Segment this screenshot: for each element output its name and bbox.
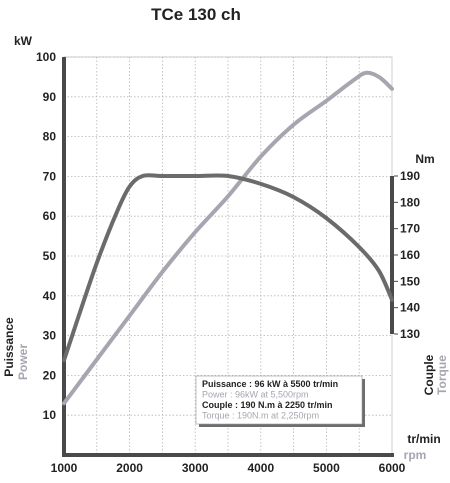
y-tick-label: 30 <box>43 329 57 343</box>
x-tick-label: 6000 <box>379 461 406 475</box>
y2-tick-label: 140 <box>400 301 420 315</box>
left-axis-bar <box>62 57 66 455</box>
x-tick-label: 1000 <box>51 461 78 475</box>
y2-tick-label: 130 <box>400 327 420 341</box>
power-curve <box>62 70 394 406</box>
y2-tick-label: 180 <box>400 195 420 209</box>
legend-line: Couple : 190 N.m à 2250 tr/min <box>202 400 333 410</box>
x-axis-unit-alt: rpm <box>404 448 427 462</box>
x-tick-label: 2000 <box>116 461 143 475</box>
y2-tick-label: 190 <box>400 169 420 183</box>
plot-area: 10 20 30 40 50 60 70 80 90 100 130 140 150 160 170 180 1… <box>36 50 420 475</box>
y2-tick-label: 160 <box>400 248 420 262</box>
y-tick-label: 70 <box>43 169 57 183</box>
y2-tick-label: 170 <box>400 222 420 236</box>
right-axis-label-alt: Torque <box>435 355 449 395</box>
y-tick-label: 60 <box>43 209 57 223</box>
left-axis-label: Puissance <box>2 317 16 377</box>
y-tick-label: 50 <box>43 249 57 263</box>
y-tick-label: 10 <box>43 408 57 422</box>
y-tick-label: 100 <box>36 50 56 64</box>
x-tick-label: 4000 <box>247 461 274 475</box>
right-axis-label: Couple <box>422 354 436 395</box>
x-axis-bar <box>62 453 394 457</box>
chart-title: TCe 130 ch <box>151 5 241 24</box>
left-axis-label-alt: Power <box>16 344 30 380</box>
y-tick-label: 90 <box>43 90 57 104</box>
right-axis-bar <box>390 176 394 334</box>
legend-box <box>195 375 363 425</box>
x-tick-label: 5000 <box>313 461 340 475</box>
y-tick-label: 40 <box>43 289 57 303</box>
right-axis-unit: Nm <box>415 152 434 166</box>
x-axis-unit: tr/min <box>407 432 440 446</box>
legend-line: Puissance : 96 kW à 5500 tr/min <box>202 379 338 389</box>
y-tick-label: 20 <box>43 368 57 382</box>
torque-curve <box>62 173 394 363</box>
left-axis-unit: kW <box>14 34 33 48</box>
y-tick-label: 80 <box>43 130 57 144</box>
y2-tick-label: 150 <box>400 274 420 288</box>
legend-line: Torque : 190N.m at 2,250rpm <box>202 411 319 421</box>
x-tick-label: 3000 <box>182 461 209 475</box>
legend-line: Power : 96kW at 5,500rpm <box>202 390 309 400</box>
